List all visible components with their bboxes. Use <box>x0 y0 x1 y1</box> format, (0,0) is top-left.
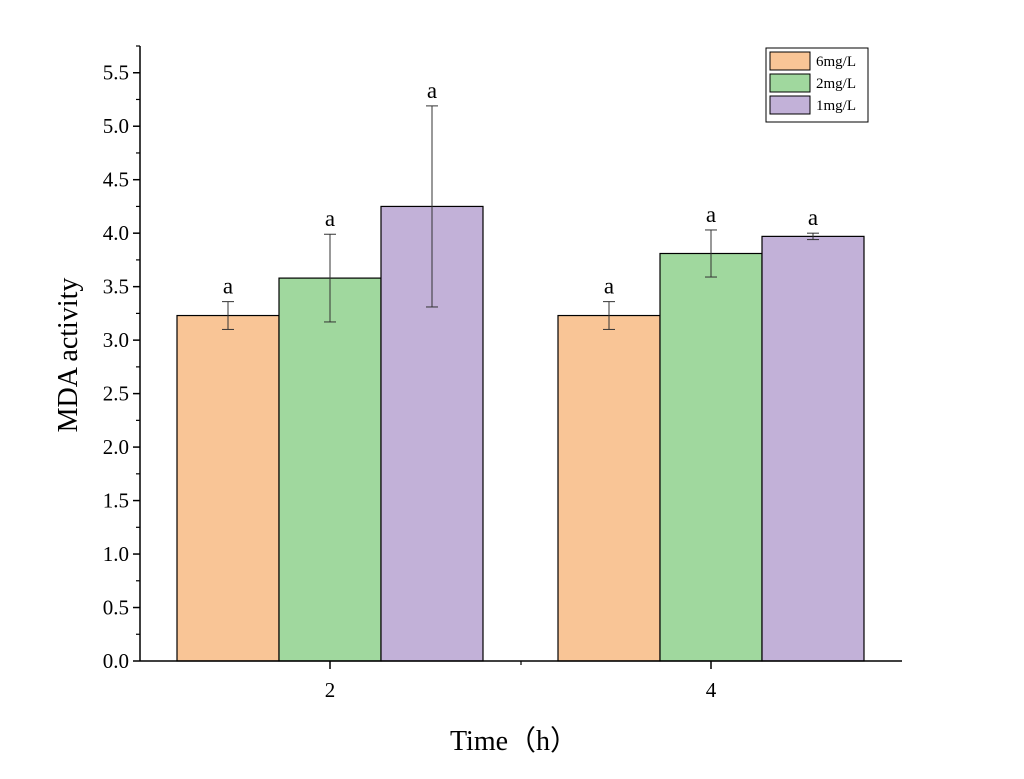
x-tick-label: 4 <box>706 678 717 702</box>
legend-swatch <box>769 51 811 71</box>
legend-label: 2mg/L <box>816 76 856 92</box>
significance-label: a <box>325 206 335 231</box>
significance-label: a <box>427 78 437 103</box>
significance-label: a <box>223 274 233 299</box>
y-tick-label: 1.0 <box>103 542 129 566</box>
y-tick-label: 0.0 <box>103 649 129 673</box>
y-tick-label: 5.5 <box>103 61 129 85</box>
y-axis-title: MDA activity <box>53 278 84 433</box>
y-tick-label: 2.5 <box>103 382 129 406</box>
y-tick-label: 2.0 <box>103 435 129 459</box>
y-tick-label: 4.5 <box>103 168 129 192</box>
legend-swatch <box>769 73 811 93</box>
legend-swatch <box>769 95 811 115</box>
y-tick-label: 3.5 <box>103 275 129 299</box>
y-tick-label: 4.0 <box>103 221 129 245</box>
y-tick-label: 3.0 <box>103 328 129 352</box>
y-axis-ticks: 0.0 0.5 1.0 1.5 2.0 2.5 3.0 3.5 4.0 4.5 5.0 5.5 <box>103 45 140 673</box>
plot-marks: a a a a a a <box>176 78 865 662</box>
y-tick-label: 1.5 <box>103 489 129 513</box>
bar <box>557 314 661 662</box>
legend: 6mg/L 2mg/L 1mg/L <box>765 47 869 123</box>
significance-label: a <box>604 274 614 299</box>
significance-label: a <box>808 205 818 230</box>
bar <box>761 235 865 662</box>
bar <box>659 252 763 662</box>
bar <box>176 314 280 662</box>
legend-label: 1mg/L <box>816 98 856 114</box>
significance-label: a <box>706 202 716 227</box>
y-tick-label: 5.0 <box>103 114 129 138</box>
bar <box>278 277 382 662</box>
y-tick-label: 0.5 <box>103 596 129 620</box>
x-tick-label: 2 <box>325 678 336 702</box>
x-axis-title: Time（h） <box>450 725 578 757</box>
legend-label: 6mg/L <box>816 54 856 70</box>
